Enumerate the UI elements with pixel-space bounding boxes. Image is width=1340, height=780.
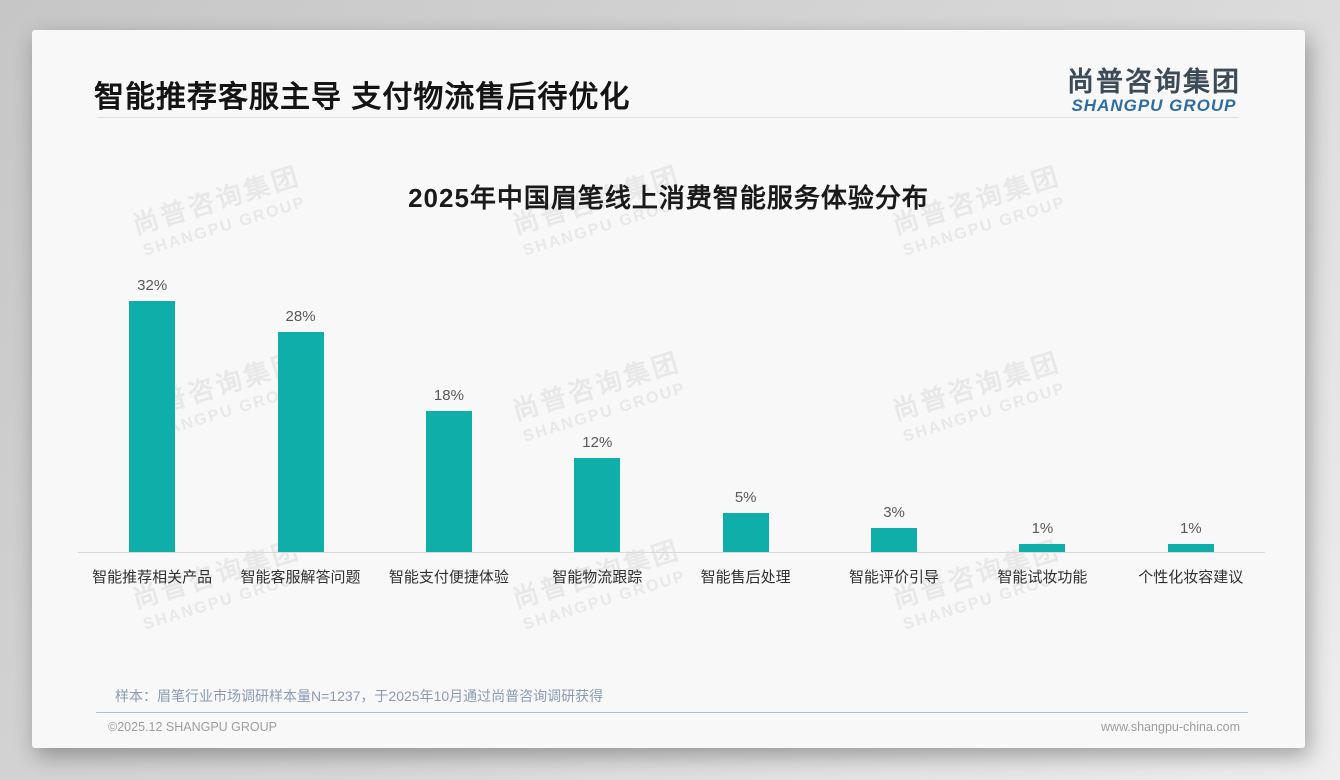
bar-slot: 28% 智能客服解答问题 <box>226 270 374 586</box>
footer-divider <box>96 712 1248 713</box>
company-logo: 尚普咨询集团 SHANGPU GROUP <box>1067 68 1241 116</box>
bar <box>871 528 918 552</box>
logo-english-text: SHANGPU GROUP <box>1071 96 1237 116</box>
copyright-text: ©2025.12 SHANGPU GROUP <box>108 720 277 734</box>
bar-slot: 12% 智能物流跟踪 <box>523 270 671 586</box>
slide-footer: ©2025.12 SHANGPU GROUP www.shangpu-china… <box>108 720 1240 734</box>
bar-value-label: 5% <box>734 488 757 506</box>
x-axis-label: 智能支付便捷体验 <box>388 569 509 586</box>
logo-chinese-text: 尚普咨询集团 <box>1067 67 1241 97</box>
bar-value-label: 3% <box>883 504 905 522</box>
slide-header: 智能推荐客服主导 支付物流售后待优化 尚普咨询集团 SHANGPU GROUP <box>94 68 1241 116</box>
x-axis-label: 个性化妆容建议 <box>1138 569 1244 586</box>
plot-area: 32% 智能推荐相关产品 28% 智能客服解答问题 18% 智能支付便捷体验 12% 智能物流… <box>78 270 1265 586</box>
bar <box>722 512 769 552</box>
bar-value-label: 1% <box>1031 520 1054 538</box>
bar-slot: 18% 智能支付便捷体验 <box>375 270 523 586</box>
bar-value-label: 18% <box>433 386 464 404</box>
bar <box>1019 544 1066 552</box>
header-divider <box>97 117 1239 118</box>
bar-slot: 32% 智能推荐相关产品 <box>78 270 226 586</box>
bar-slot: 1% 智能试妆功能 <box>968 270 1116 586</box>
bar-value-label: 12% <box>582 433 613 451</box>
x-axis-label: 智能推荐相关产品 <box>92 569 213 586</box>
website-url: www.shangpu-china.com <box>1101 720 1240 734</box>
bar <box>1167 544 1214 552</box>
slide-card: 尚普咨询集团 SHANGPU GROUP 尚普咨询集团 SHANGPU GROUP 尚普… <box>32 30 1305 748</box>
bar <box>574 457 621 552</box>
x-axis-label: 智能客服解答问题 <box>240 569 361 586</box>
bar-slot: 5% 智能售后处理 <box>672 270 820 586</box>
page-title: 智能推荐客服主导 支付物流售后待优化 <box>94 81 631 114</box>
x-axis-label: 智能试妆功能 <box>997 569 1088 586</box>
bar-value-label: 1% <box>1179 520 1202 538</box>
chart-title: 2025年中国眉笔线上消费智能服务体验分布 <box>408 183 929 213</box>
bar-slot: 3% 智能评价引导 <box>820 270 968 586</box>
bar-value-label: 28% <box>285 308 316 326</box>
sample-footnote: 样本：眉笔行业市场调研样本量N=1237，于2025年10月通过尚普咨询调研获得 <box>115 688 604 704</box>
bar-slot: 1% 个性化妆容建议 <box>1117 270 1265 586</box>
x-axis-label: 智能评价引导 <box>849 569 940 586</box>
x-axis-label: 智能售后处理 <box>700 569 791 586</box>
x-axis-label: 智能物流跟踪 <box>552 569 643 586</box>
bar <box>277 332 324 552</box>
bar-value-label: 32% <box>137 277 168 295</box>
bar <box>129 301 176 552</box>
bar <box>425 410 472 552</box>
